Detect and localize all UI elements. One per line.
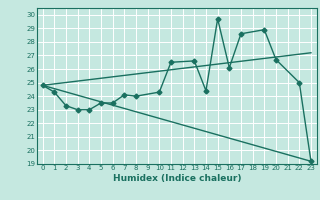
X-axis label: Humidex (Indice chaleur): Humidex (Indice chaleur) bbox=[113, 174, 241, 183]
